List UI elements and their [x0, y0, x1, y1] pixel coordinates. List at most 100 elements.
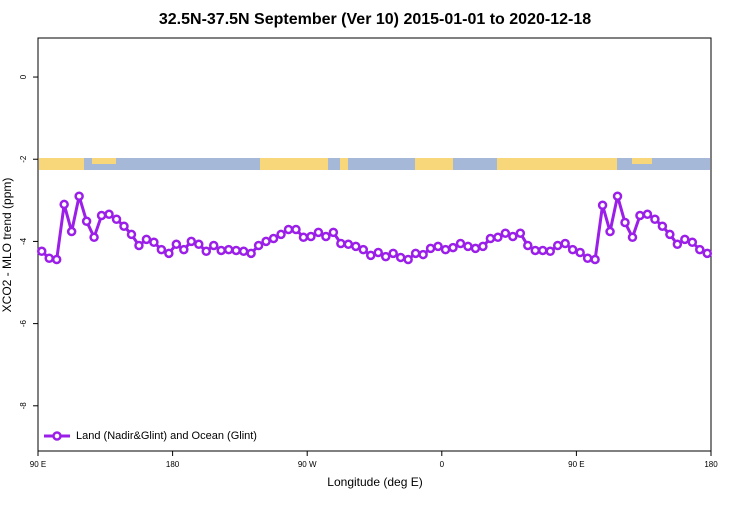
point	[66, 226, 77, 237]
point	[36, 246, 47, 257]
y-tick-label: -2	[19, 155, 28, 163]
point	[343, 239, 354, 250]
point	[612, 191, 623, 201]
point	[276, 229, 286, 240]
point	[119, 221, 129, 231]
point	[351, 241, 361, 252]
y-axis-label: XCO2 - MLO trend (ppm)	[0, 178, 14, 313]
point	[336, 238, 346, 249]
point	[545, 246, 555, 257]
point	[560, 238, 570, 249]
point	[201, 246, 211, 257]
point	[298, 232, 309, 243]
point	[493, 232, 503, 243]
point	[358, 244, 369, 255]
point	[268, 233, 279, 244]
point	[627, 232, 638, 243]
x-tick-label: 90 W	[298, 460, 317, 469]
point	[373, 247, 383, 258]
point	[410, 248, 421, 259]
point	[126, 229, 137, 240]
point	[380, 251, 391, 262]
point	[74, 191, 84, 201]
point	[485, 233, 496, 244]
x-tick-label: 90 E	[30, 460, 46, 469]
point	[81, 216, 92, 227]
point	[642, 209, 653, 220]
point	[620, 217, 630, 228]
plot-frame	[37, 37, 712, 452]
x-tick-label: 90 E	[568, 460, 584, 469]
point	[672, 239, 683, 250]
point	[530, 245, 541, 256]
point	[523, 240, 533, 251]
point	[366, 250, 376, 261]
point	[425, 243, 436, 254]
point	[246, 248, 256, 259]
point	[283, 224, 294, 235]
point	[89, 232, 99, 243]
point	[665, 229, 675, 240]
map-strip	[39, 158, 710, 170]
point	[515, 228, 526, 238]
point	[433, 241, 443, 252]
x-tick-label: 180	[704, 460, 718, 469]
point	[702, 248, 713, 259]
point	[306, 231, 316, 242]
point	[395, 252, 406, 263]
point	[388, 248, 398, 259]
point	[164, 248, 174, 259]
point	[179, 244, 189, 255]
point	[680, 234, 690, 245]
x-tick-label: 180	[166, 460, 180, 469]
point	[291, 224, 301, 235]
point	[575, 247, 585, 258]
point	[650, 214, 660, 224]
point	[194, 239, 204, 250]
point	[635, 210, 645, 221]
point	[313, 227, 324, 238]
point	[552, 240, 563, 251]
point	[470, 243, 481, 254]
point	[111, 214, 122, 224]
y-tick-label: -4	[19, 237, 28, 245]
y-tick-label: -8	[19, 402, 28, 410]
point	[253, 240, 264, 251]
point	[567, 244, 578, 255]
point	[687, 237, 698, 247]
point	[231, 245, 241, 256]
point	[171, 239, 182, 250]
y-tick-label: 0	[19, 74, 28, 79]
point	[597, 200, 608, 211]
point	[141, 234, 152, 245]
x-axis-label: Longitude (deg E)	[327, 475, 422, 489]
point	[96, 210, 107, 221]
point	[51, 254, 62, 265]
point	[590, 254, 600, 265]
point	[418, 249, 428, 260]
point	[448, 242, 458, 253]
point	[695, 244, 705, 255]
point	[223, 244, 234, 255]
point	[208, 240, 219, 251]
point	[440, 244, 451, 255]
point	[321, 231, 331, 242]
point	[508, 231, 518, 242]
point	[104, 209, 114, 220]
point	[582, 253, 593, 264]
point	[44, 253, 54, 264]
point	[261, 236, 271, 247]
point	[538, 245, 548, 256]
point	[463, 241, 473, 252]
point	[605, 226, 615, 237]
point	[657, 221, 668, 231]
point	[500, 228, 511, 238]
legend-label: Land (Nadir&Glint) and Ocean (Glint)	[76, 430, 257, 442]
y-tick-label: -6	[19, 320, 28, 328]
x-tick-label: 0	[440, 460, 445, 469]
point	[328, 227, 339, 238]
point	[134, 240, 144, 251]
legend-swatch-marker	[52, 431, 62, 441]
point	[403, 254, 413, 265]
chart-title: 32.5N-37.5N September (Ver 10) 2015-01-0…	[159, 11, 591, 28]
